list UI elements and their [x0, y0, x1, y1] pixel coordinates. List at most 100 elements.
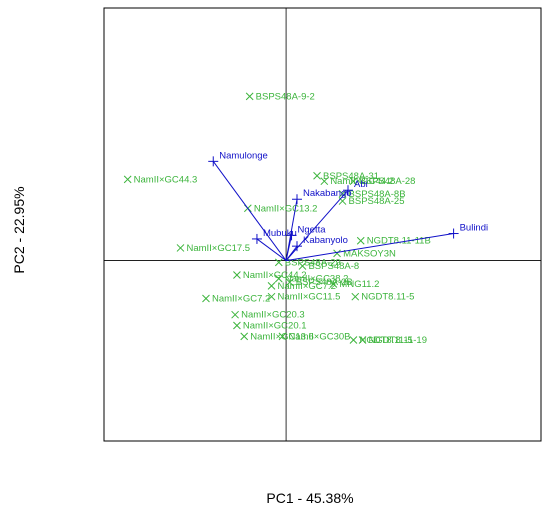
point-label: MNG11.2 — [339, 279, 379, 290]
point-label: MAKSOY3N — [343, 248, 396, 259]
vector-label: Abi — [354, 179, 368, 190]
genotype-point: NGDT8.11-19 — [358, 335, 427, 346]
genotype-point: NamII×GC11.5 — [267, 292, 341, 303]
vector-label: Nakabango — [303, 188, 352, 199]
genotype-point: BSPS48A-2B — [285, 277, 353, 288]
point-label: NGDT8.11-5 — [361, 292, 414, 303]
vector-label: Ngetta — [298, 224, 327, 235]
genotype-point: NamII×GC13.2 — [243, 203, 318, 214]
point-label: NGDT8.11-5 — [359, 335, 412, 346]
point-marker — [285, 278, 294, 287]
point-label: BSPS48A-8 — [308, 261, 359, 272]
genotype-point: NamII×GC17.5 — [176, 243, 250, 254]
point-marker — [233, 321, 241, 330]
point-marker — [349, 177, 358, 186]
environment-vector: Ngetta — [285, 224, 327, 261]
environment-vector: Mubuku — [251, 228, 297, 261]
plot-frame — [103, 7, 542, 442]
point-label: NamII×GC7.2 — [278, 281, 336, 292]
point-label: NamII×GC20.1 — [243, 321, 307, 332]
point-label: NamII×GC38.2 — [285, 274, 349, 285]
point-marker — [358, 336, 367, 344]
genotype-point: NamII×GC44.2 — [233, 270, 307, 281]
genotype-point: BSPS48A-9-2 — [245, 91, 315, 102]
vector-label: Namulonge — [219, 150, 268, 161]
point-label: BSPS48A-8B — [349, 189, 406, 200]
point-marker — [329, 280, 338, 288]
x-axis-title: PC1 - 45.38% — [266, 490, 353, 506]
point-label: NGDT8.11-19 — [369, 335, 427, 346]
genotype-point: NamII×GC20.1 — [233, 321, 307, 332]
point-marker — [320, 177, 329, 186]
vector-line — [285, 189, 349, 261]
genotype-point: NamII×GC44.2 — [320, 176, 394, 187]
vector-line — [285, 245, 298, 261]
vector-line — [256, 238, 287, 261]
genotype-point: NamII×GC38.2 — [274, 274, 349, 285]
genotype-point: NamII×GC30B — [278, 331, 350, 342]
point-marker — [333, 249, 341, 258]
point-marker — [245, 92, 254, 101]
point-marker — [351, 292, 360, 301]
point-marker — [233, 271, 241, 279]
genotype-point: NamII×GC7.2 — [267, 281, 336, 292]
environment-vector: Namulonge — [208, 150, 287, 261]
point-label: BSPS48A-31 — [323, 171, 379, 182]
point-label: NamII×GC30B — [288, 331, 350, 342]
point-marker — [274, 258, 283, 267]
genotype-point: MAKSOY3N — [333, 248, 396, 259]
point-marker — [240, 332, 249, 341]
point-label: NamII×GC13.2 — [254, 203, 318, 214]
environment-vector: Kabanyolo — [285, 235, 348, 261]
genotype-point: NGDT8.11-5 — [351, 292, 414, 303]
environment-vector: Bulindi — [286, 223, 489, 262]
point-label: BSPS48A-25 — [349, 196, 405, 207]
vector-label: Bulindi — [460, 223, 489, 234]
point-label: NamII×GC17.5 — [186, 243, 250, 254]
point-label: BSPS48A-28 — [359, 176, 415, 187]
genotype-point: BSPS48A-8 — [298, 261, 359, 272]
point-marker — [278, 332, 287, 341]
point-marker — [338, 197, 347, 205]
point-marker — [176, 244, 185, 252]
point-label: BSPS48A-2B — [296, 277, 353, 288]
genotype-point: NamII×GC7.2 — [202, 293, 270, 304]
vector-line — [285, 235, 293, 261]
vector-line — [286, 233, 454, 262]
point-label: BSPS48A-29 — [285, 257, 341, 268]
genotype-point: BSPS48A-28 — [349, 176, 415, 187]
point-marker — [202, 294, 210, 303]
point-label: NGDT8.11-11B — [367, 236, 431, 247]
point-marker — [298, 262, 307, 270]
vector-label: Kabanyolo — [303, 235, 348, 246]
point-label: NamII×GC44.3 — [134, 174, 198, 185]
point-marker — [267, 292, 276, 301]
genotype-point: NGDT8.11-5 — [349, 335, 413, 346]
point-marker — [313, 171, 321, 180]
point-label: BSPS48A-9-2 — [256, 91, 315, 102]
point-marker — [267, 281, 276, 290]
environment-vector: Abi — [285, 179, 368, 261]
genotype-point: NGDT8.11-11B — [356, 236, 431, 247]
point-label: NamII×GC7.2 — [212, 293, 270, 304]
point-marker — [356, 236, 365, 245]
genotype-point: BSPS48A-8B — [338, 189, 406, 200]
point-marker — [274, 274, 283, 283]
y-axis-title: PC2 - 22.95% — [11, 186, 27, 273]
genotype-point: BSPS48A-29 — [274, 257, 341, 268]
genotype-point: NamII×GC44.3 — [123, 174, 198, 185]
point-marker — [338, 189, 347, 198]
point-label: NamII×GC20.3 — [241, 310, 305, 321]
genotype-point: BSPS48A-31 — [313, 171, 379, 182]
point-marker — [349, 336, 358, 344]
vector-line — [212, 161, 287, 261]
point-label: NamII×GC44.2 — [330, 176, 394, 187]
genotype-point: NamII×GC20.3 — [231, 310, 305, 321]
genotype-point: MNG11.2 — [329, 279, 379, 290]
point-marker — [231, 310, 239, 319]
point-marker — [123, 175, 132, 184]
point-label: NamII×GC11.5 — [278, 292, 341, 303]
